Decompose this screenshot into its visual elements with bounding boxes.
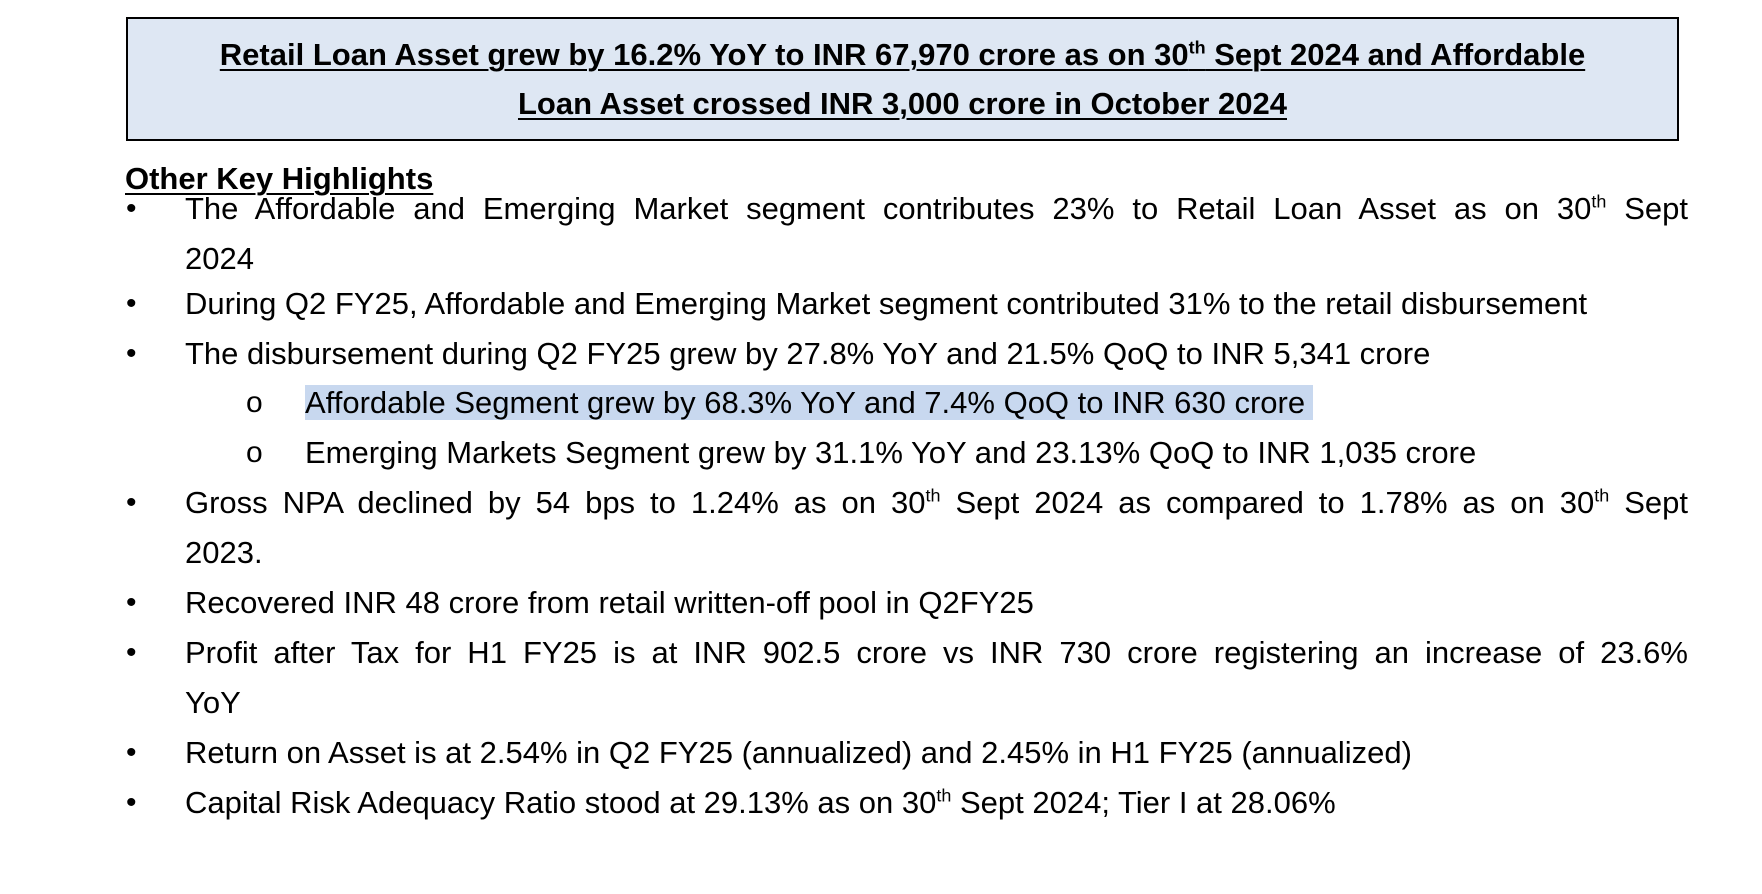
headline-box: Retail Loan Asset grew by 16.2% YoY to I… [126, 17, 1679, 141]
bullet-icon: • [126, 736, 137, 769]
bullet-text: Recovered INR 48 crore from retail writt… [185, 585, 1034, 620]
bullet-icon: • [126, 192, 137, 225]
sub-bullet-text[interactable]: Affordable Segment grew by 68.3% YoY and… [305, 378, 1314, 428]
headline-text: Sept 2024 and Affordable [1205, 37, 1586, 72]
section-title: Other Key Highlights [125, 161, 434, 196]
bullet-text: The Affordable and Emerging Market segme… [185, 191, 1688, 276]
bullet-icon: • [126, 786, 137, 819]
headline-text: Retail Loan Asset grew by 16.2% YoY to I… [219, 37, 1189, 72]
headline-line-1: Retail Loan Asset grew by 16.2% YoY to I… [220, 30, 1585, 79]
bullet-icon: • [126, 636, 137, 669]
bullet-text: Profit after Tax for H1 FY25 is at INR 9… [185, 635, 1688, 720]
bullet-text: During Q2 FY25, Affordable and Emerging … [185, 286, 1588, 321]
bullet-text: Return on Asset is at 2.54% in Q2 FY25 (… [185, 735, 1412, 770]
bullet-icon: • [126, 586, 137, 619]
selected-text[interactable]: Affordable Segment grew by 68.3% YoY and… [305, 385, 1314, 420]
sub-bullet-text: Emerging Markets Segment grew by 31.1% Y… [305, 435, 1477, 470]
bullet-icon: • [126, 486, 137, 519]
bullet-text: The disbursement during Q2 FY25 grew by … [185, 336, 1431, 371]
bullet-icon: • [126, 287, 137, 320]
superscript: th [1188, 37, 1206, 58]
bullet-text: Capital Risk Adequacy Ratio stood at 29.… [185, 785, 1336, 820]
sub-bullet-icon: o [246, 386, 263, 419]
sub-bullet-icon: o [246, 436, 263, 469]
bullet-icon: • [126, 337, 137, 370]
bullet-text: Gross NPA declined by 54 bps to 1.24% as… [185, 485, 1689, 570]
headline-line-2: Loan Asset crossed INR 3,000 crore in Oc… [517, 86, 1287, 121]
